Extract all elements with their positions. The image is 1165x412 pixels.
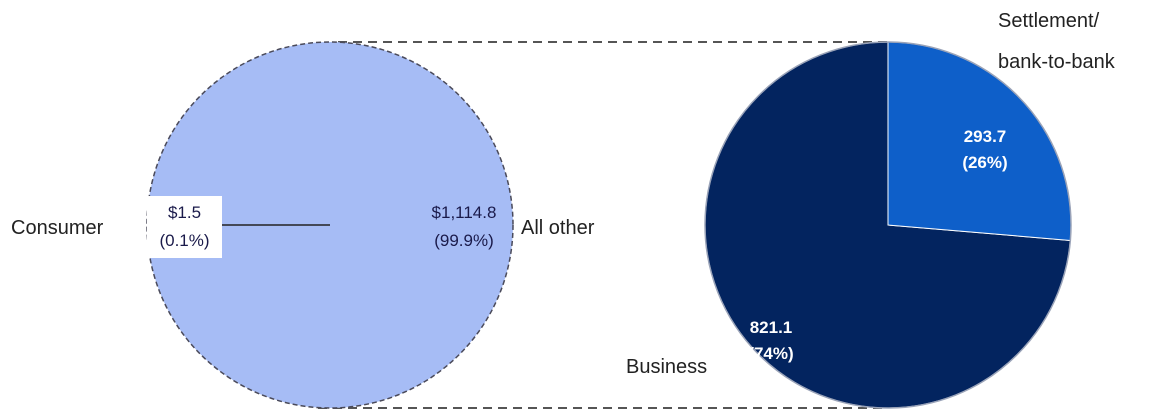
consumer-value-box	[147, 196, 222, 258]
left-pie: $1.5 (0.1%) $1,114.8 (99.9%) Consumer Al…	[11, 41, 595, 409]
business-category-label: Business	[626, 356, 707, 378]
consumer-value-label: $1.5	[168, 203, 201, 222]
settlement-category-label-line2: bank-to-bank	[998, 51, 1116, 73]
consumer-category-label: Consumer	[11, 217, 104, 239]
right-pie: 293.7 (26%) 821.1 (74%) Settlement/ bank…	[626, 10, 1116, 409]
settlement-value-label: 293.7	[964, 127, 1007, 146]
all-other-percent-label: (99.9%)	[434, 231, 494, 250]
business-percent-label: (74%)	[748, 344, 793, 363]
consumer-percent-label: (0.1%)	[159, 231, 209, 250]
settlement-category-label-line1: Settlement/	[998, 10, 1100, 32]
settlement-percent-label: (26%)	[962, 153, 1007, 172]
business-value-label: 821.1	[750, 318, 793, 337]
all-other-category-label: All other	[521, 217, 595, 239]
all-other-value-label: $1,114.8	[432, 203, 497, 222]
right-pie-outline	[704, 41, 1072, 409]
